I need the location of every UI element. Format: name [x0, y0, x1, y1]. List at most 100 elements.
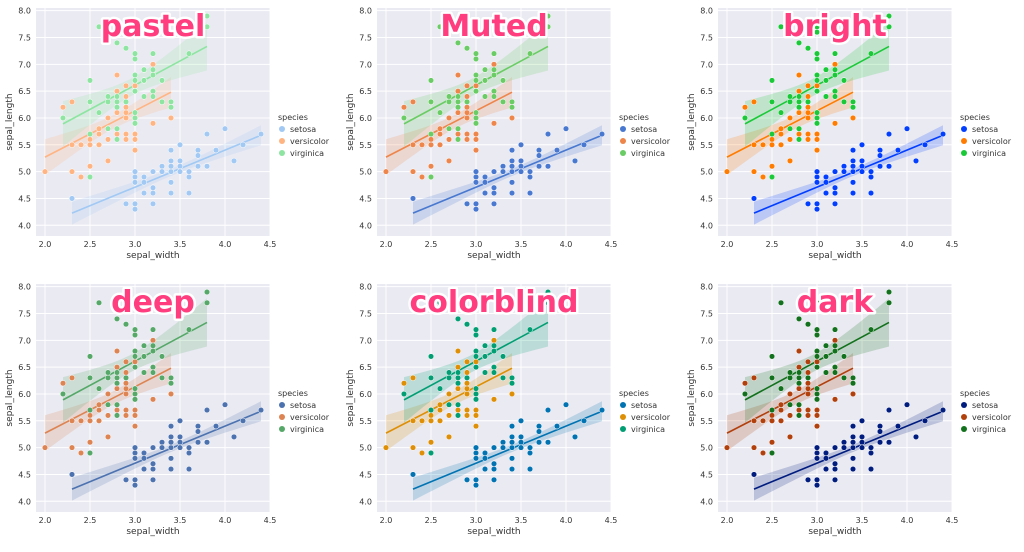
- point-setosa: [239, 417, 247, 424]
- point-versicolor: [113, 385, 121, 392]
- point-versicolor: [86, 163, 94, 170]
- point-virginica: [849, 104, 857, 111]
- point-versicolor: [463, 358, 471, 365]
- point-virginica: [741, 390, 749, 398]
- chart-svg: 2.0 2.5 3.0 3.5 4.0 4.5 4.0 4.5 5.0 5.5 6.0 6.5 7.0 7…: [346, 283, 671, 538]
- legend-label-versicolor: versicolor: [290, 413, 330, 422]
- point-virginica: [131, 72, 139, 79]
- x-tick-label: 4.0: [560, 240, 573, 249]
- point-versicolor: [59, 380, 67, 387]
- point-versicolor: [768, 163, 776, 170]
- point-virginica: [490, 348, 498, 355]
- x-tick-label: 2.5: [425, 516, 438, 525]
- legend-label-setosa: setosa: [631, 125, 657, 134]
- point-virginica: [795, 104, 803, 111]
- point-setosa: [194, 163, 202, 170]
- point-setosa: [912, 157, 920, 164]
- y-tick-label: 8.0: [359, 7, 372, 16]
- point-virginica: [804, 321, 812, 328]
- regression-line-versicolor: [44, 367, 172, 434]
- y-tick-label: 6.0: [18, 390, 31, 399]
- point-virginica: [490, 326, 498, 333]
- point-versicolor: [104, 433, 112, 440]
- point-virginica: [203, 12, 211, 20]
- point-versicolor: [849, 114, 857, 122]
- regression-line-versicolor: [385, 91, 513, 158]
- palette-title: deep: [111, 285, 195, 320]
- point-setosa: [508, 439, 516, 446]
- chart-svg: 2.0 2.5 3.0 3.5 4.0 4.5 4.0 4.5 5.0 5.5 6.0 6.5 7.0 7…: [687, 7, 1012, 262]
- point-virginica: [508, 380, 516, 387]
- point-setosa: [535, 428, 543, 435]
- point-virginica: [768, 98, 776, 105]
- regression-line-setosa: [753, 410, 944, 490]
- point-virginica: [454, 412, 462, 419]
- point-versicolor: [813, 423, 821, 430]
- point-virginica: [59, 114, 67, 122]
- point-virginica: [786, 401, 794, 408]
- point-versicolor: [813, 358, 821, 365]
- point-versicolor: [795, 407, 803, 414]
- legend-title: species: [960, 389, 990, 398]
- point-versicolor: [418, 417, 426, 424]
- point-setosa: [230, 157, 238, 164]
- point-virginica: [472, 299, 480, 306]
- point-setosa: [822, 179, 830, 186]
- point-virginica: [131, 396, 139, 403]
- point-setosa: [517, 168, 525, 175]
- point-versicolor: [463, 385, 471, 392]
- point-virginica: [813, 88, 821, 95]
- point-setosa: [158, 163, 166, 170]
- point-virginica: [122, 321, 130, 328]
- point-setosa: [517, 444, 525, 451]
- legend-label-virginica: virginica: [290, 149, 324, 158]
- x-tick-label: 2.5: [766, 516, 779, 525]
- point-setosa: [508, 455, 516, 462]
- point-setosa: [858, 157, 866, 164]
- point-virginica: [822, 66, 830, 73]
- point-setosa: [831, 200, 839, 207]
- regression-line-versicolor: [726, 91, 854, 158]
- point-setosa: [185, 173, 193, 181]
- y-tick-label: 5.5: [18, 141, 31, 150]
- point-virginica: [454, 299, 462, 306]
- point-versicolor: [804, 412, 812, 419]
- point-setosa: [472, 206, 480, 213]
- y-tick-label: 6.0: [18, 114, 31, 123]
- point-versicolor: [122, 358, 130, 365]
- point-setosa: [472, 444, 480, 451]
- y-tick-label: 5.0: [359, 168, 372, 177]
- y-tick-label: 7.0: [18, 60, 31, 69]
- point-versicolor: [777, 407, 785, 414]
- point-setosa: [571, 157, 579, 164]
- point-virginica: [122, 45, 130, 52]
- point-virginica: [149, 326, 157, 333]
- point-setosa: [750, 195, 758, 202]
- point-versicolor: [804, 114, 812, 122]
- point-virginica: [777, 299, 785, 306]
- point-virginica: [840, 77, 848, 84]
- point-virginica: [813, 50, 821, 57]
- point-versicolor: [723, 168, 731, 175]
- point-versicolor: [795, 364, 803, 371]
- legend-marker-virginica: [279, 150, 285, 156]
- point-setosa: [167, 444, 175, 451]
- point-setosa: [840, 168, 848, 175]
- point-virginica: [822, 93, 830, 100]
- point-virginica: [472, 353, 480, 360]
- point-virginica: [131, 23, 139, 30]
- point-versicolor: [831, 396, 839, 403]
- y-tick-label: 6.0: [359, 390, 372, 399]
- point-virginica: [490, 93, 498, 100]
- point-setosa: [813, 200, 821, 207]
- point-versicolor: [68, 141, 76, 148]
- x-tick-label: 3.0: [811, 240, 824, 249]
- point-virginica: [813, 353, 821, 360]
- point-virginica: [831, 72, 839, 79]
- y-axis-label: sepal_length: [687, 93, 697, 150]
- point-setosa: [598, 407, 606, 414]
- point-virginica: [813, 77, 821, 84]
- point-virginica: [804, 45, 812, 52]
- point-setosa: [508, 444, 516, 451]
- point-virginica: [472, 114, 480, 122]
